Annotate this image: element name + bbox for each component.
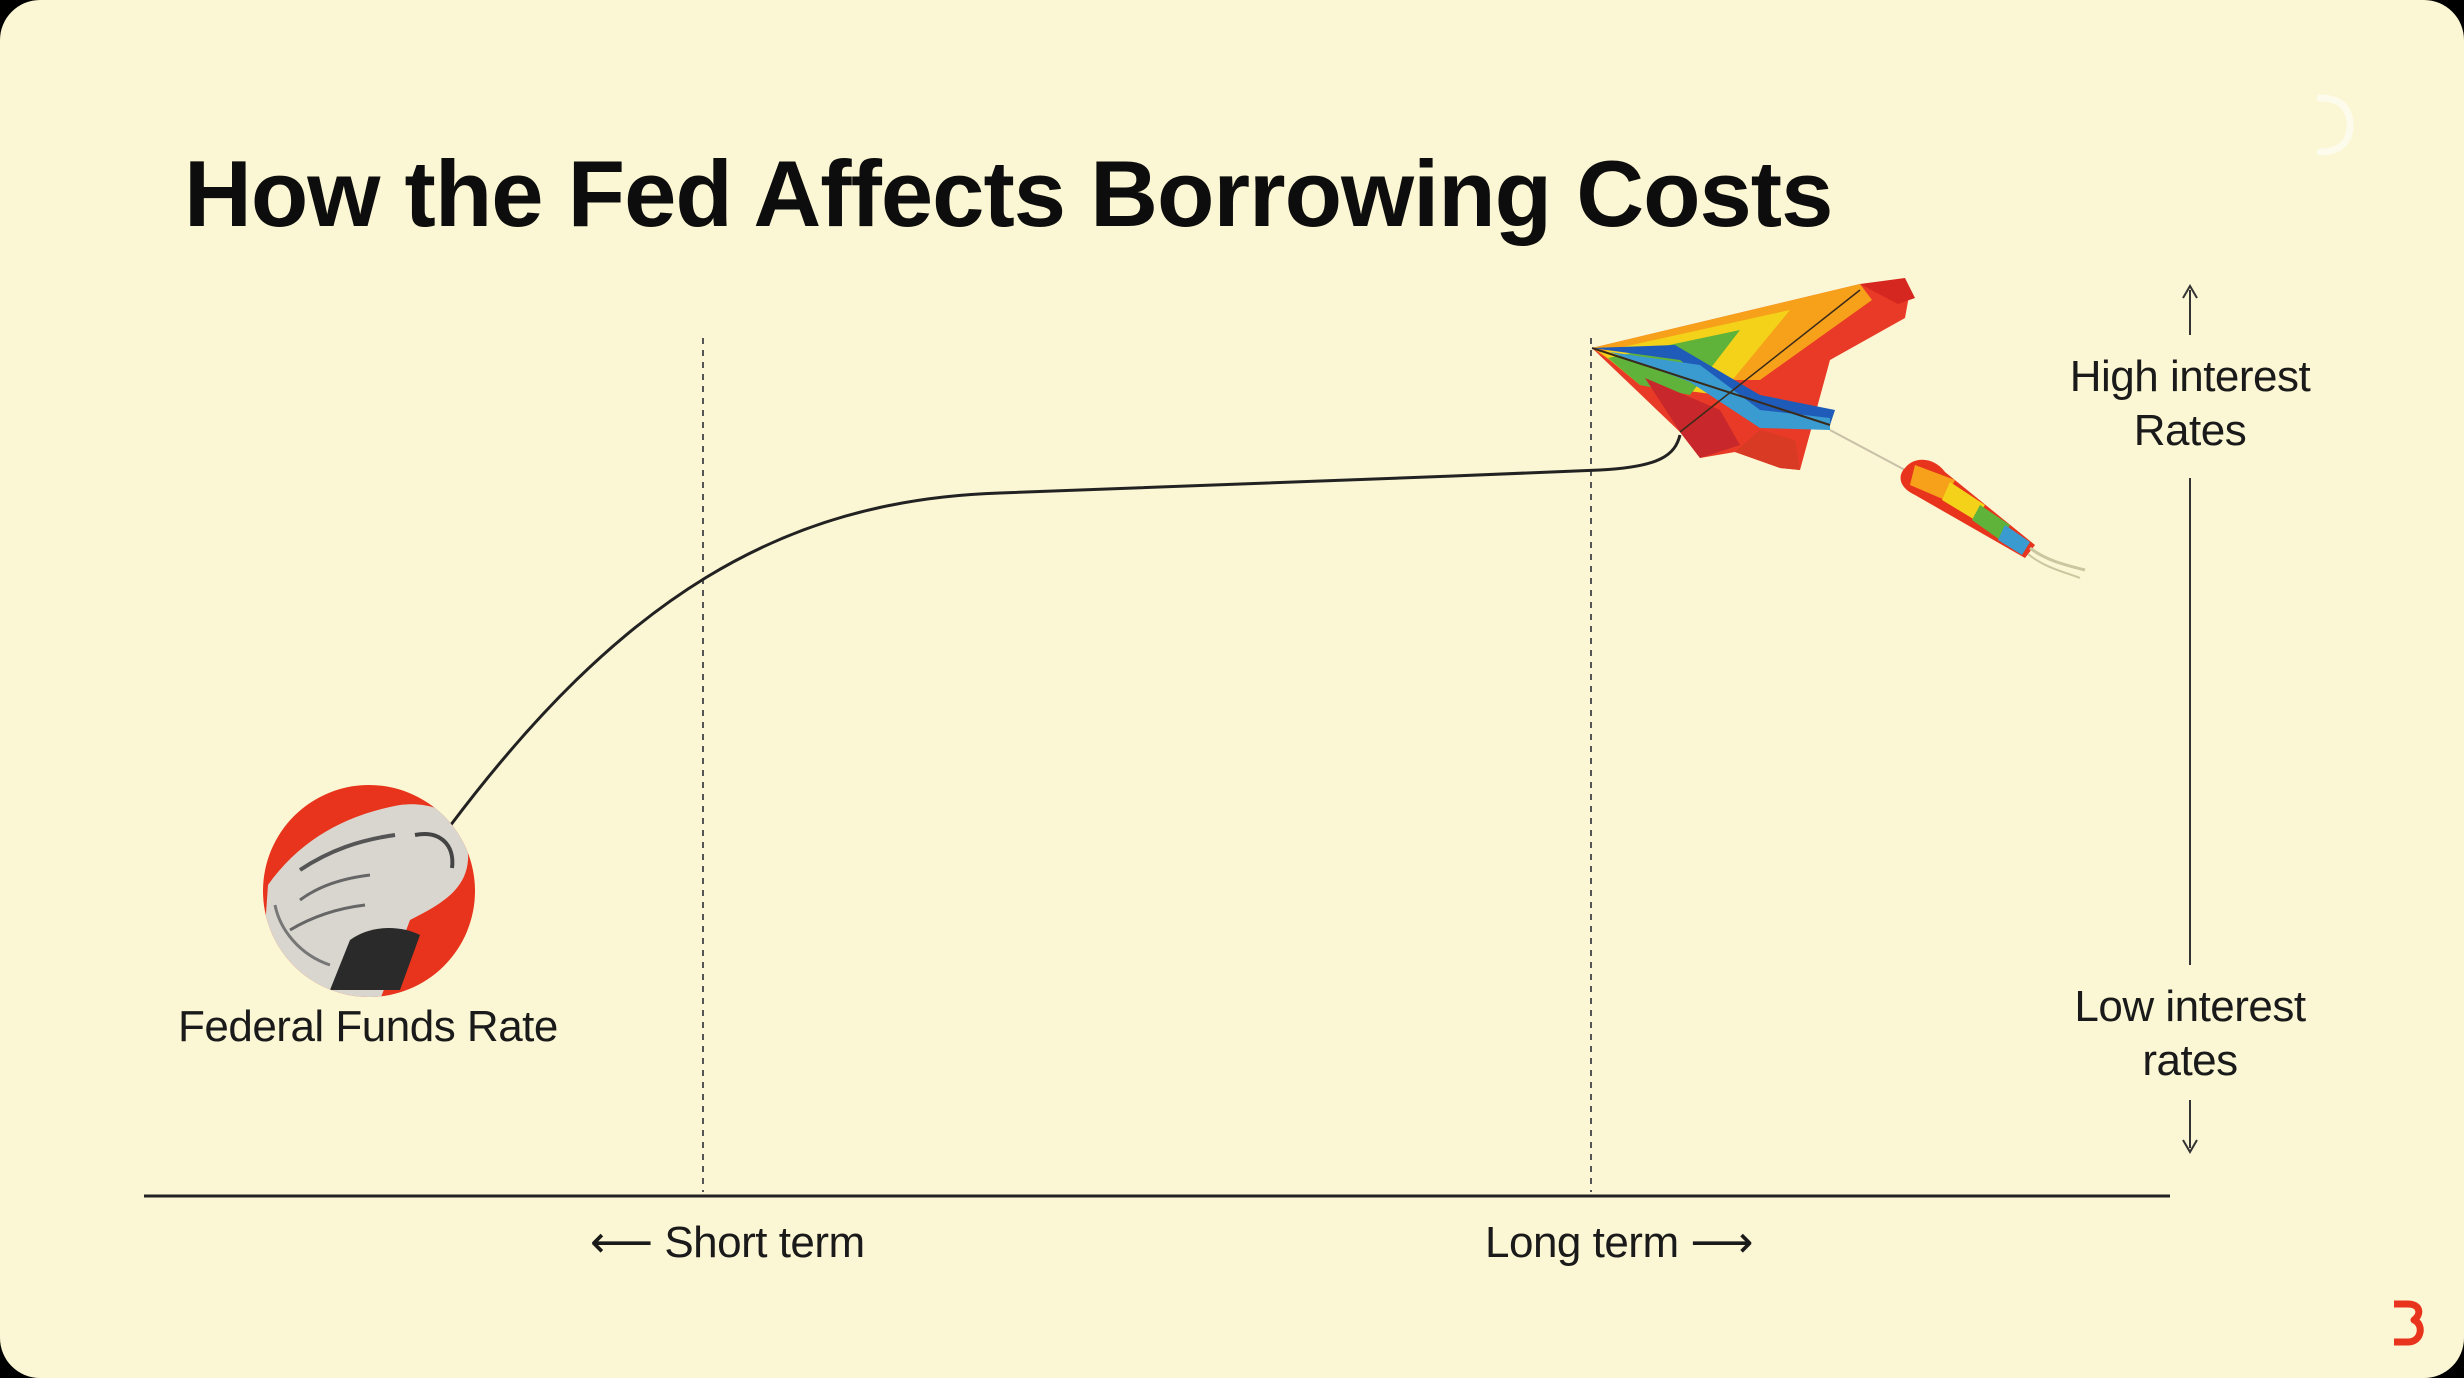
kite-tail xyxy=(1900,459,2086,579)
rainbow-kite-icon xyxy=(1591,278,2086,579)
raised-fist-icon xyxy=(263,785,475,997)
low-interest-line1: Low interest xyxy=(2074,982,2306,1031)
left-arrow-icon: ⟵ xyxy=(590,1217,653,1268)
down-arrow-icon xyxy=(2182,1139,2198,1154)
federal-funds-rate-label: Federal Funds Rate xyxy=(178,1002,558,1051)
long-term-text: Long term xyxy=(1485,1218,1679,1267)
kite-string xyxy=(448,434,1682,827)
brand-logo-icon[interactable] xyxy=(2388,1298,2428,1348)
slide-title: How the Fed Affects Borrowing Costs xyxy=(184,141,1833,246)
short-term-label: ⟵ Short term xyxy=(590,1217,865,1268)
rate-axis xyxy=(2182,284,2198,1154)
up-arrow-icon xyxy=(2182,284,2198,299)
high-interest-rates-label: High interest Rates xyxy=(2040,350,2340,458)
watermark-icon xyxy=(2316,94,2354,156)
high-interest-line1: High interest xyxy=(2069,352,2311,401)
short-term-text: Short term xyxy=(664,1218,865,1267)
high-interest-line2: Rates xyxy=(2133,406,2247,455)
long-term-label: Long term ⟶ xyxy=(1485,1217,1753,1268)
right-arrow-icon: ⟶ xyxy=(1690,1217,1753,1268)
low-interest-rates-label: Low interest rates xyxy=(2040,980,2340,1088)
low-interest-line2: rates xyxy=(2142,1036,2238,1085)
